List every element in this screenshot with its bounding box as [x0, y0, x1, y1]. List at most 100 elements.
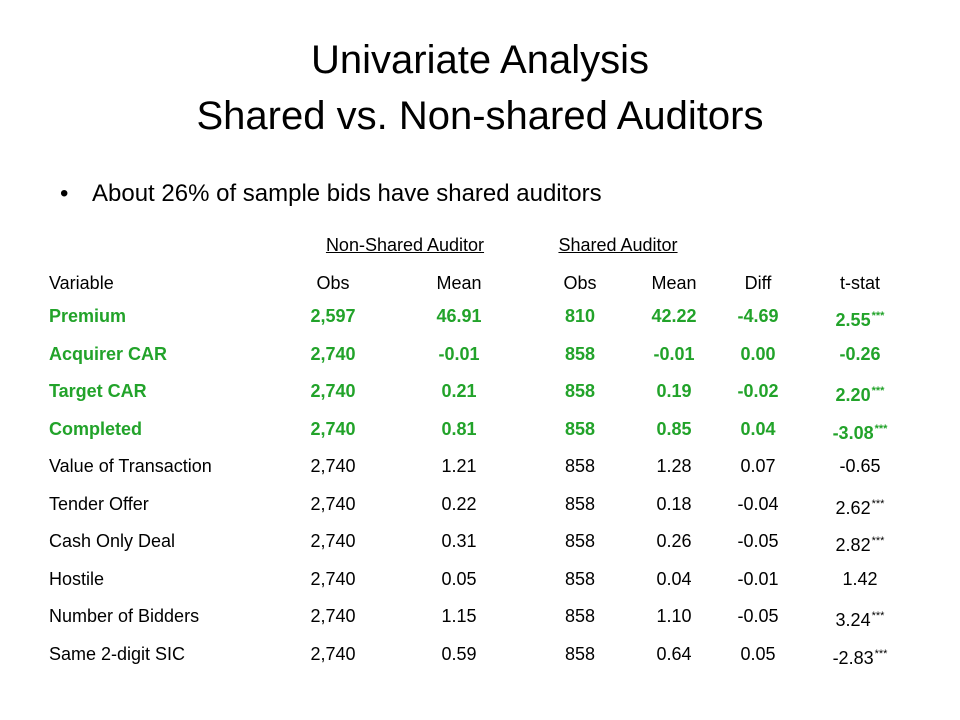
table-row: Tender Offer 2,740 0.22 858 0.18 -0.04 2.62*** — [0, 486, 960, 522]
significance-stars: *** — [874, 648, 888, 660]
cell-tstat: 2.62*** — [805, 486, 915, 522]
cell-obs-shared: 858 — [564, 569, 596, 589]
cell-tstat: 3.24*** — [805, 598, 915, 634]
cell-mean-non-shared: 1.21 — [441, 456, 477, 476]
cell-obs-non-shared: 2,740 — [310, 494, 356, 514]
tstat-value: 1.42 — [842, 569, 878, 589]
tstat-value: 2.20 — [835, 385, 871, 405]
cell-variable: Number of Bidders — [49, 606, 200, 626]
column-header-variable: Variable — [49, 273, 114, 293]
column-header-obs-non-shared: Obs — [316, 273, 350, 293]
cell-obs-shared: 858 — [564, 456, 596, 476]
cell-mean-shared: 0.26 — [656, 531, 692, 551]
tstat-value: -2.83 — [832, 648, 874, 668]
group-header-shared: Shared Auditor — [558, 235, 678, 255]
tstat-value: 2.62 — [835, 498, 871, 518]
cell-obs-shared: 810 — [564, 306, 596, 326]
title-line-2: Shared vs. Non-shared Auditors — [196, 94, 764, 138]
table-row: Cash Only Deal 2,740 0.31 858 0.26 -0.05 2.82*… — [0, 523, 960, 559]
cell-obs-non-shared: 2,740 — [310, 344, 356, 364]
table-row: Completed 2,740 0.81 858 0.85 0.04 -3.08*** — [0, 411, 960, 447]
cell-mean-shared: 0.18 — [656, 494, 692, 514]
cell-diff: 0.07 — [740, 456, 776, 476]
cell-mean-shared: 0.19 — [656, 381, 692, 401]
cell-obs-shared: 858 — [564, 494, 596, 514]
cell-obs-non-shared: 2,740 — [310, 644, 356, 664]
cell-variable: Hostile — [49, 569, 105, 589]
tstat-value: 2.55 — [835, 310, 871, 330]
cell-tstat: -3.08*** — [805, 411, 915, 447]
cell-mean-non-shared: 0.05 — [441, 569, 477, 589]
cell-diff: -0.04 — [737, 494, 779, 514]
cell-mean-non-shared: 0.21 — [441, 381, 477, 401]
cell-obs-shared: 858 — [564, 419, 596, 439]
cell-mean-shared: 42.22 — [651, 306, 697, 326]
cell-mean-shared: 0.85 — [656, 419, 692, 439]
slide-title: Univariate Analysis Shared vs. Non-share… — [0, 32, 960, 144]
cell-variable: Value of Transaction — [49, 456, 212, 476]
cell-mean-shared: 0.64 — [656, 644, 692, 664]
table-row: Number of Bidders 2,740 1.15 858 1.10 -0.05 3.… — [0, 598, 960, 634]
column-header-diff: Diff — [744, 273, 772, 293]
cell-mean-non-shared: 46.91 — [436, 306, 482, 326]
cell-variable: Same 2-digit SIC — [49, 644, 186, 664]
cell-variable: Tender Offer — [49, 494, 149, 514]
significance-stars: *** — [871, 310, 885, 322]
tstat-value: -0.65 — [839, 456, 881, 476]
cell-obs-non-shared: 2,740 — [310, 419, 356, 439]
table-row: Same 2-digit SIC 2,740 0.59 858 0.64 0.05 -2.8… — [0, 636, 960, 672]
cell-mean-non-shared: 0.81 — [441, 419, 477, 439]
cell-obs-shared: 858 — [564, 531, 596, 551]
cell-variable: Completed — [49, 419, 143, 439]
column-header-mean-non-shared: Mean — [436, 273, 482, 293]
cell-obs-shared: 858 — [564, 606, 596, 626]
cell-tstat: -0.26 — [805, 336, 915, 372]
significance-stars: *** — [871, 498, 885, 510]
cell-diff: 0.05 — [740, 644, 776, 664]
cell-tstat: -2.83*** — [805, 636, 915, 672]
significance-stars: *** — [871, 385, 885, 397]
cell-diff: -0.05 — [737, 606, 779, 626]
title-line-1: Univariate Analysis — [311, 38, 649, 82]
cell-obs-non-shared: 2,597 — [310, 306, 356, 326]
cell-diff: -0.05 — [737, 531, 779, 551]
cell-obs-non-shared: 2,740 — [310, 569, 356, 589]
tstat-value: -0.26 — [839, 344, 881, 364]
cell-tstat: 2.82*** — [805, 523, 915, 559]
cell-mean-shared: -0.01 — [653, 344, 695, 364]
cell-variable: Cash Only Deal — [49, 531, 176, 551]
group-header-non-shared: Non-Shared Auditor — [325, 235, 485, 255]
table-row: Acquirer CAR 2,740 -0.01 858 -0.01 0.00 -0.26 — [0, 336, 960, 372]
tstat-value: -3.08 — [832, 423, 874, 443]
table-header-row: Variable Obs Mean Obs Mean Diff t-stat — [0, 270, 960, 296]
cell-diff: 0.04 — [740, 419, 776, 439]
cell-mean-non-shared: 0.59 — [441, 644, 477, 664]
significance-stars: *** — [874, 423, 888, 435]
column-header-tstat: t-stat — [839, 273, 880, 293]
cell-obs-non-shared: 2,740 — [310, 606, 356, 626]
cell-obs-non-shared: 2,740 — [310, 531, 356, 551]
cell-variable: Acquirer CAR — [49, 344, 168, 364]
cell-tstat: 2.55*** — [805, 298, 915, 334]
table-row: Value of Transaction 2,740 1.21 858 1.28 0.07… — [0, 448, 960, 484]
table-row: Hostile 2,740 0.05 858 0.04 -0.01 1.42 — [0, 561, 960, 597]
cell-mean-shared: 0.04 — [656, 569, 692, 589]
cell-variable: Premium — [49, 306, 127, 326]
tstat-value: 2.82 — [835, 535, 871, 555]
cell-tstat: -0.65 — [805, 448, 915, 484]
cell-variable: Target CAR — [49, 381, 147, 401]
cell-diff: -0.01 — [737, 569, 779, 589]
cell-mean-non-shared: 0.31 — [441, 531, 477, 551]
cell-obs-shared: 858 — [564, 344, 596, 364]
significance-stars: *** — [871, 610, 885, 622]
cell-obs-shared: 858 — [564, 381, 596, 401]
cell-diff: 0.00 — [740, 344, 776, 364]
cell-obs-shared: 858 — [564, 644, 596, 664]
significance-stars: *** — [871, 535, 885, 547]
table-row: Target CAR 2,740 0.21 858 0.19 -0.02 2.20*** — [0, 373, 960, 409]
column-header-obs-shared: Obs — [563, 273, 597, 293]
cell-obs-non-shared: 2,740 — [310, 381, 356, 401]
cell-mean-non-shared: 1.15 — [441, 606, 477, 626]
bullet-item: • About 26% of sample bids have shared au… — [60, 176, 602, 212]
cell-tstat: 1.42 — [805, 561, 915, 597]
